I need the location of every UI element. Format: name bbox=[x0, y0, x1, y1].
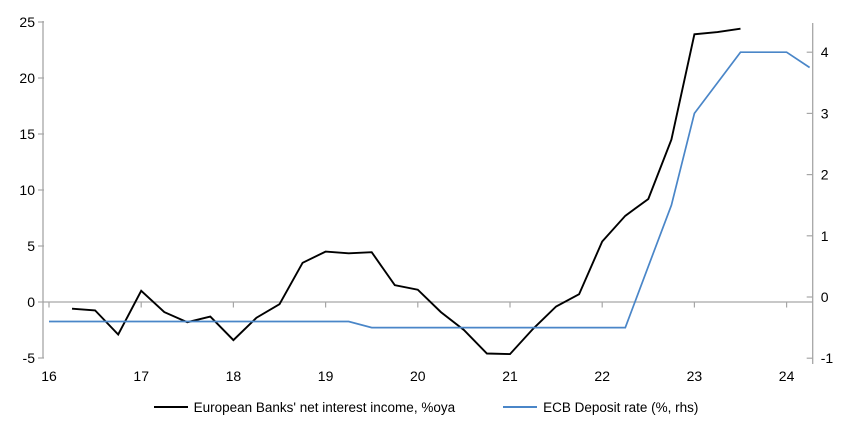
left-axis-tick-label: 0 bbox=[27, 294, 35, 310]
x-axis-tick-label: 20 bbox=[410, 368, 426, 384]
legend-blue-line-swatch bbox=[503, 406, 538, 408]
right-axis-tick-label: 0 bbox=[821, 289, 829, 305]
series-line-net-interest-income bbox=[71, 27, 741, 356]
chart-legend: European Banks' net interest income, %oy… bbox=[0, 395, 852, 419]
right-axis-tick-label: 3 bbox=[821, 105, 829, 121]
left-axis-tick-label: -5 bbox=[23, 350, 36, 366]
x-axis-tick-label: 18 bbox=[226, 368, 242, 384]
right-axis-tick-label: 4 bbox=[821, 44, 829, 60]
left-axis-tick-label: 5 bbox=[27, 238, 35, 254]
series-line-ecb-deposit-rate bbox=[49, 51, 811, 329]
right-axis-tick-label: -1 bbox=[821, 350, 834, 366]
right-axis-tick-label: 1 bbox=[821, 228, 829, 244]
x-axis-tick-label: 16 bbox=[41, 368, 57, 384]
left-axis-tick-label: 15 bbox=[19, 126, 35, 142]
left-axis-tick-label: 20 bbox=[19, 70, 35, 86]
left-axis-tick-label: 25 bbox=[19, 14, 35, 30]
x-axis-tick-label: 17 bbox=[133, 368, 149, 384]
x-axis-tick-label: 24 bbox=[779, 368, 795, 384]
legend-black-line-swatch bbox=[153, 406, 188, 408]
x-axis-tick-label: 19 bbox=[318, 368, 334, 384]
x-axis-tick-label: 23 bbox=[687, 368, 703, 384]
left-axis-tick-label: 10 bbox=[19, 182, 35, 198]
legend-label-net-interest-income: European Banks' net interest income, %oy… bbox=[193, 399, 456, 415]
legend-item-ecb-deposit-rate: ECB Deposit rate (%, rhs) bbox=[503, 400, 698, 415]
right-axis-tick-label: 2 bbox=[821, 167, 829, 183]
legend-item-net-interest-income: European Banks' net interest income, %oy… bbox=[153, 399, 456, 415]
legend-label-ecb-deposit-rate: ECB Deposit rate (%, rhs) bbox=[543, 399, 699, 415]
x-axis-tick-label: 21 bbox=[502, 368, 518, 384]
x-axis-tick-label: 22 bbox=[594, 368, 610, 384]
